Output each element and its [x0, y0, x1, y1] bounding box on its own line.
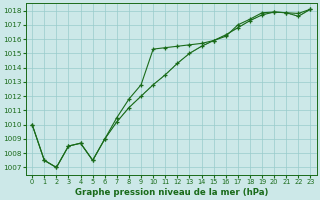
X-axis label: Graphe pression niveau de la mer (hPa): Graphe pression niveau de la mer (hPa)	[75, 188, 268, 197]
